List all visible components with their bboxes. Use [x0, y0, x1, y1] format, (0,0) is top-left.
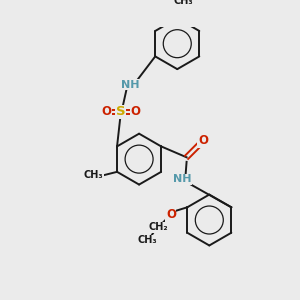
Text: O: O [198, 134, 208, 147]
Text: O: O [130, 105, 140, 119]
Text: CH₃: CH₃ [137, 235, 157, 245]
Text: NH: NH [121, 80, 139, 90]
Text: CH₃: CH₃ [84, 170, 103, 181]
Text: CH₂: CH₂ [148, 222, 168, 232]
Text: S: S [116, 105, 126, 119]
Text: O: O [101, 105, 111, 119]
Text: NH: NH [173, 174, 191, 184]
Text: CH₃: CH₃ [174, 0, 194, 6]
Text: O: O [166, 208, 176, 221]
